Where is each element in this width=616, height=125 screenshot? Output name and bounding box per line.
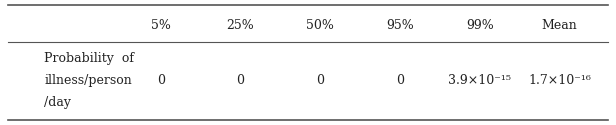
Text: 0: 0	[316, 74, 324, 87]
Text: Probability  of: Probability of	[44, 52, 134, 65]
Text: 5%: 5%	[151, 19, 171, 32]
Text: 3.9×10⁻¹⁵: 3.9×10⁻¹⁵	[448, 74, 511, 87]
Text: 0: 0	[396, 74, 404, 87]
Text: illness/person: illness/person	[44, 74, 132, 87]
Text: /day: /day	[44, 96, 71, 109]
Text: 99%: 99%	[466, 19, 493, 32]
Text: Mean: Mean	[541, 19, 577, 32]
Text: 25%: 25%	[227, 19, 254, 32]
Text: 1.7×10⁻¹⁶: 1.7×10⁻¹⁶	[528, 74, 591, 87]
Text: 95%: 95%	[386, 19, 414, 32]
Text: 0: 0	[157, 74, 165, 87]
Text: 0: 0	[237, 74, 245, 87]
Text: 50%: 50%	[306, 19, 334, 32]
